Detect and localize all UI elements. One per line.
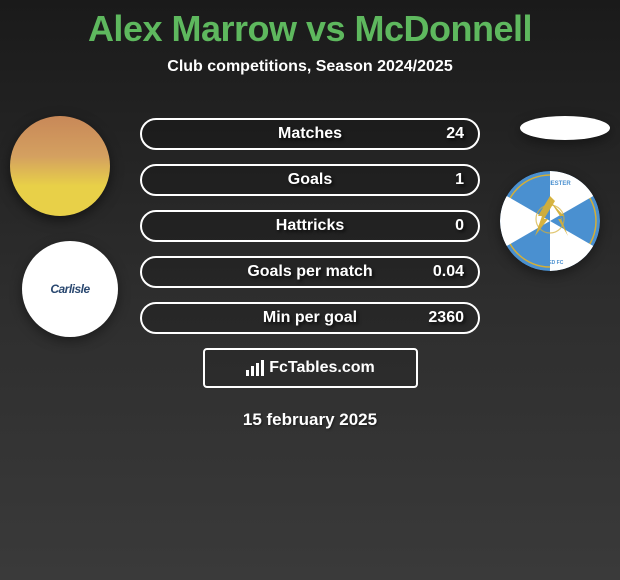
player-right-avatar [520, 116, 610, 140]
club-left-badge: Carlisle [22, 241, 118, 337]
stat-label: Goals per match [247, 263, 372, 281]
stat-value: 0 [455, 217, 464, 235]
stat-label: Min per goal [263, 309, 357, 327]
comparison-date: 15 february 2025 [0, 410, 620, 430]
player-left-section [10, 116, 110, 216]
player-left-avatar [10, 116, 110, 216]
comparison-title: Alex Marrow vs McDonnell [0, 0, 620, 50]
svg-text:UNITED FC: UNITED FC [537, 260, 564, 266]
stat-value: 0.04 [433, 263, 464, 281]
stat-row: Min per goal 2360 [140, 302, 480, 334]
stat-row: Matches 24 [140, 118, 480, 150]
branding-content: FcTables.com [245, 359, 375, 377]
player-right-section [520, 116, 610, 140]
club-right-badge: COLCHESTER UNITED FC [500, 171, 600, 271]
club-left-label: Carlisle [50, 282, 89, 296]
stat-row: Goals per match 0.04 [140, 256, 480, 288]
stat-row: Goals 1 [140, 164, 480, 196]
stat-label: Hattricks [276, 217, 344, 235]
stat-value: 2360 [428, 309, 464, 327]
stats-table: Matches 24 Goals 1 Hattricks 0 Goals per… [140, 116, 480, 334]
stat-label: Matches [278, 125, 342, 143]
chart-icon [245, 360, 265, 376]
content-area: Carlisle COLCHESTER UNITED FC Matches 24… [0, 116, 620, 430]
stat-label: Goals [288, 171, 332, 189]
branding-box[interactable]: FcTables.com [203, 348, 418, 388]
stat-value: 24 [446, 125, 464, 143]
stat-row: Hattricks 0 [140, 210, 480, 242]
season-subtitle: Club competitions, Season 2024/2025 [0, 58, 620, 76]
svg-text:COLCHESTER: COLCHESTER [529, 181, 571, 187]
branding-label: FcTables.com [269, 359, 375, 377]
colchester-badge-icon: COLCHESTER UNITED FC [500, 171, 600, 271]
stat-value: 1 [455, 171, 464, 189]
